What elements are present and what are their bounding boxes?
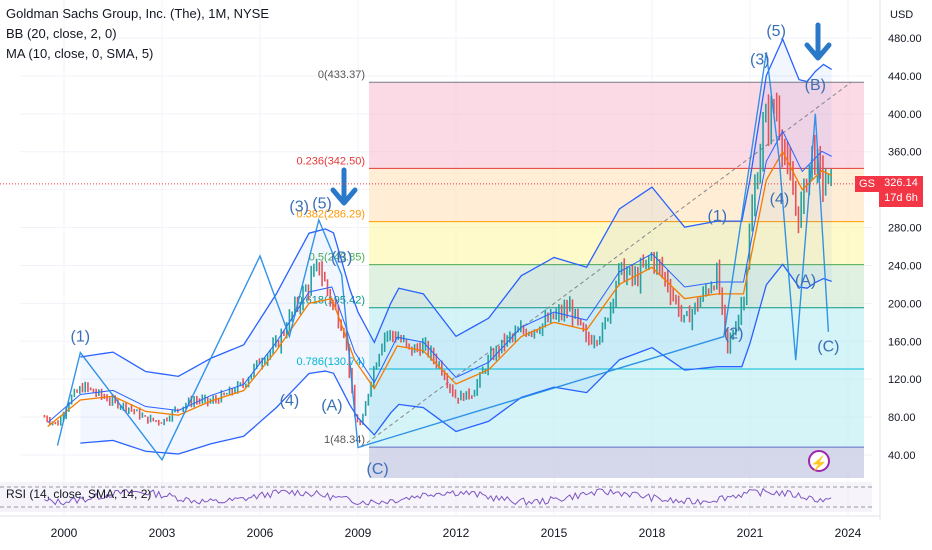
fib-zone xyxy=(369,369,864,448)
bb-basis xyxy=(47,130,832,423)
rsi-indicator-label[interactable]: RSI (14, close, SMA, 14, 2) xyxy=(6,487,152,501)
fib-level-label: 0(433.37) xyxy=(318,69,365,81)
currency-label: USD xyxy=(890,9,914,21)
symbol-tag: GS xyxy=(855,176,879,192)
wave-label: (B) xyxy=(331,250,352,267)
time-axis-label: 2018 xyxy=(639,526,666,540)
bb-upper xyxy=(80,37,833,378)
time-axis-label: 2021 xyxy=(737,526,764,540)
time-axis-label: 2024 xyxy=(835,526,862,540)
price-axis-label: 80.00 xyxy=(888,412,916,424)
wave-label: (5) xyxy=(312,196,332,213)
bollinger-bands xyxy=(80,37,833,455)
fib-zone xyxy=(369,447,864,478)
wave-label: (C) xyxy=(366,461,388,478)
price-axis-label: 200.00 xyxy=(888,298,922,310)
time-axis-label: 2009 xyxy=(345,526,372,540)
ma-line xyxy=(47,150,832,428)
elliott-wave-path xyxy=(56,52,830,462)
price-axis-label: 40.00 xyxy=(888,450,916,462)
price-axis-label: 440.00 xyxy=(888,71,922,83)
wave-label: (B) xyxy=(805,77,826,94)
last-price-tag: 326.14 17d 6h xyxy=(879,176,923,207)
wave-label: (1) xyxy=(708,208,728,225)
time-axis-label: 2012 xyxy=(443,526,470,540)
wave-label: (A) xyxy=(795,272,816,289)
fib-level-label: 0.5(240.85) xyxy=(309,252,365,264)
fib-level-label: 0.236(342.50) xyxy=(297,155,366,167)
price-axis-label: 480.00 xyxy=(888,33,922,45)
fib-level-label: 0.382(286.29) xyxy=(297,209,366,221)
arrow-head xyxy=(804,42,832,61)
price-axis-label: 400.00 xyxy=(888,109,922,121)
wave-label: (5) xyxy=(766,23,786,40)
price-bars xyxy=(43,92,832,426)
down-arrow-icon xyxy=(804,22,832,61)
fib-level-label: 0.786(130.74) xyxy=(297,356,366,368)
wave-label: (A) xyxy=(321,397,342,414)
price-axis-label: 360.00 xyxy=(888,147,922,159)
arrow-head xyxy=(330,187,358,206)
price-axis-label: 280.00 xyxy=(888,223,922,235)
bb-indicator-label[interactable]: BB (20, close, 2, 0) xyxy=(6,26,117,41)
wave-label: (3) xyxy=(750,52,770,69)
price-axis-label: 240.00 xyxy=(888,260,922,272)
fib-zone xyxy=(369,307,864,370)
rsi-line xyxy=(44,487,832,506)
bar-countdown: 17d 6h xyxy=(884,192,918,204)
time-axis-label: 2000 xyxy=(51,526,78,540)
wave-label: (4) xyxy=(770,191,790,208)
chart-legend: Goldman Sachs Group, Inc. (The), 1M, NYS… xyxy=(6,4,269,64)
wave-label: (2) xyxy=(724,325,744,342)
down-arrow-icon xyxy=(330,167,358,206)
time-axis-label: 2003 xyxy=(149,526,176,540)
wave-label: (3) xyxy=(289,198,309,215)
wave-label: (C) xyxy=(817,339,839,356)
wave-label: (4) xyxy=(280,393,300,410)
price-axis-label: 120.00 xyxy=(888,374,922,386)
bb-lower xyxy=(80,263,832,455)
time-axis-label: 2006 xyxy=(247,526,274,540)
chart-title: Goldman Sachs Group, Inc. (The), 1M, NYS… xyxy=(6,6,269,21)
fib-trend-line xyxy=(360,81,852,448)
time-axis-label: 2015 xyxy=(541,526,568,540)
ma-indicator-label[interactable]: MA (10, close, 0, SMA, 5) xyxy=(6,46,154,61)
fib-level-label: 1(48.34) xyxy=(324,434,365,446)
lightning-icon[interactable]: ⚡ xyxy=(808,450,830,472)
wave-label: (1) xyxy=(71,328,91,345)
last-price: 326.14 xyxy=(884,177,918,189)
price-axis-label: 160.00 xyxy=(888,336,922,348)
